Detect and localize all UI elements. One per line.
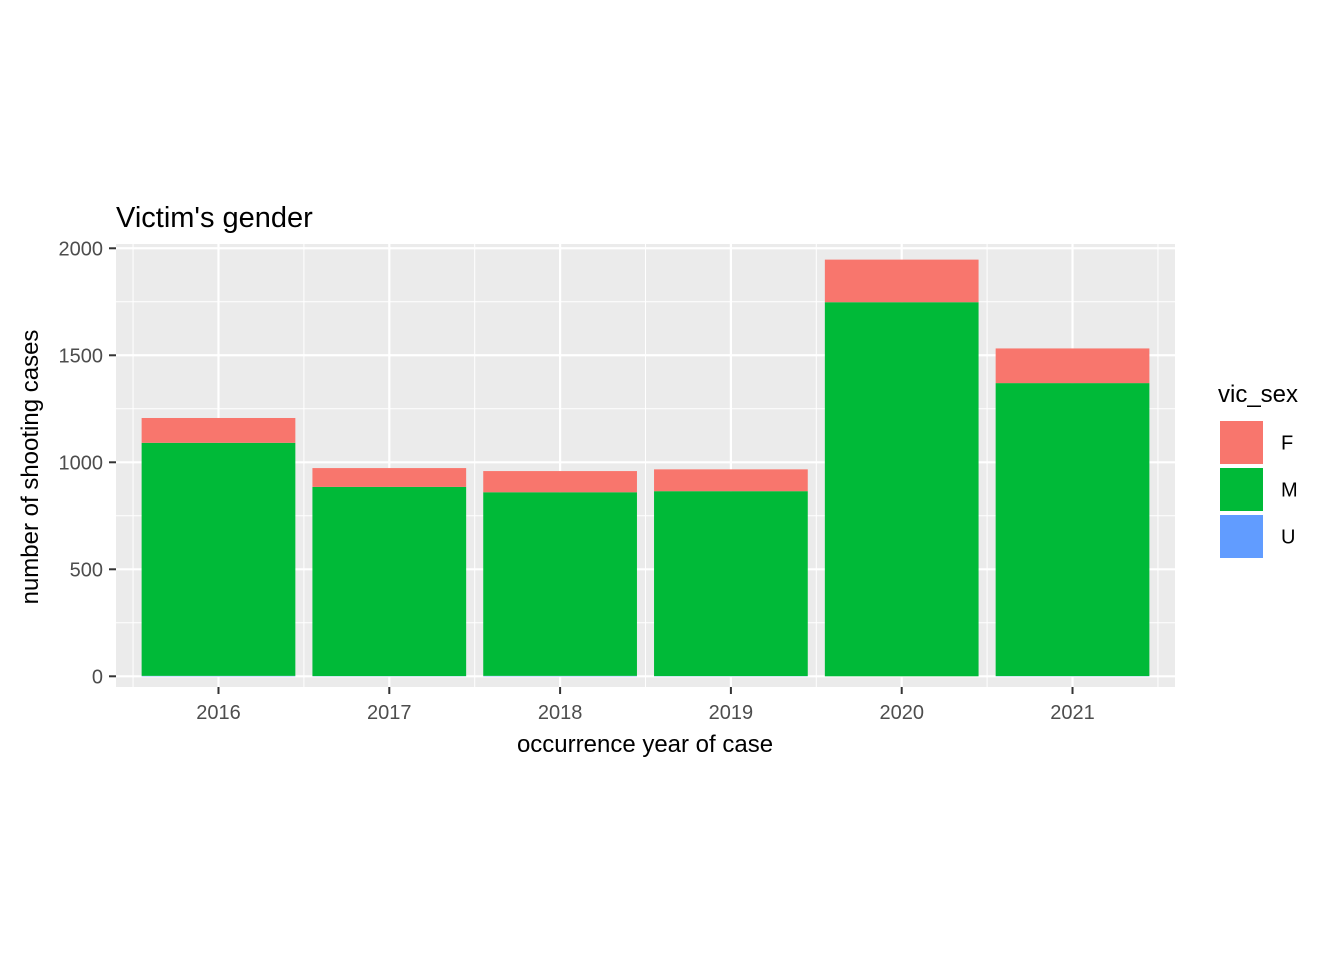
y-tick-label: 0: [92, 666, 103, 688]
bar-M-2020: [824, 302, 979, 677]
bar-M-2018: [483, 492, 637, 676]
bar-F-2016: [141, 417, 296, 443]
legend-key-F: [1220, 421, 1263, 464]
x-tick-label: 2016: [196, 702, 241, 724]
legend-label-F: F: [1281, 433, 1293, 455]
bar-M-2016: [141, 442, 296, 676]
bar-F-2019: [654, 469, 808, 492]
x-tick-label: 2017: [367, 702, 412, 724]
x-tick-label: 2020: [879, 702, 924, 724]
bar-F-2018: [483, 471, 637, 493]
x-axis-title: occurrence year of case: [517, 731, 773, 758]
y-axis-title: number of shooting cases: [17, 330, 44, 605]
y-tick-label: 1500: [59, 345, 104, 367]
legend-title: vic_sex: [1218, 381, 1298, 408]
x-tick-label: 2019: [709, 702, 754, 724]
legend-key-M: [1220, 468, 1263, 511]
bar-F-2017: [312, 468, 467, 487]
bar-M-2017: [312, 486, 467, 677]
legend-key-U: [1220, 515, 1263, 558]
legend-label-M: M: [1281, 480, 1298, 502]
y-tick-label: 2000: [59, 238, 104, 260]
x-tick-label: 2021: [1050, 702, 1095, 724]
legend: vic_sex F M U: [1218, 381, 1298, 558]
y-tick-label: 1000: [59, 452, 104, 474]
bar-M-2021: [995, 383, 1150, 677]
y-tick-label: 500: [70, 559, 103, 581]
x-tick-label: 2018: [538, 702, 583, 724]
bar-M-2019: [654, 491, 808, 677]
bar-F-2020: [824, 259, 979, 303]
axes: 0 500 1000 1500 2000 2016 2017 2018 2019 2020 2021: [59, 238, 1095, 724]
bars: [141, 259, 1150, 677]
legend-label-U: U: [1281, 527, 1295, 549]
chart-title: Victim's gender: [116, 202, 313, 234]
bar-F-2021: [995, 348, 1150, 384]
